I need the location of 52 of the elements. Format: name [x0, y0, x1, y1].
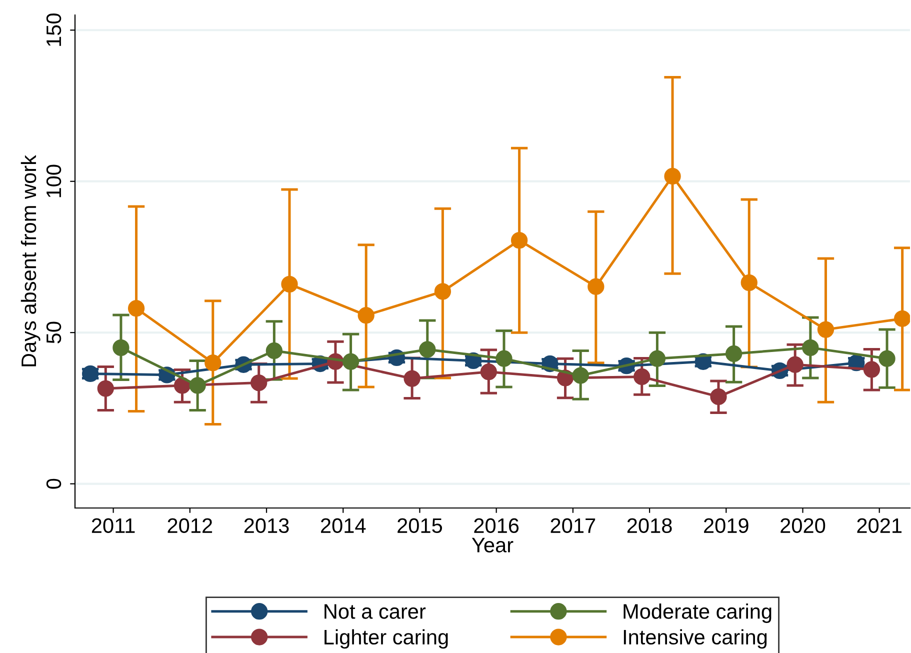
x-tick-label: 2013 [244, 518, 289, 534]
x-tick-label: 2019 [704, 518, 748, 534]
x-axis-title: Year [472, 538, 514, 552]
legend-label: Moderate caring [624, 604, 772, 623]
point [894, 310, 910, 327]
point [786, 356, 804, 373]
point [204, 354, 222, 372]
x-tick-label: 2018 [627, 518, 672, 534]
point [82, 365, 99, 382]
point [510, 232, 528, 249]
point [342, 353, 360, 370]
x-tick-label: 2020 [780, 518, 826, 534]
x-tick-label: 2017 [550, 518, 596, 534]
point [817, 321, 834, 338]
point [664, 168, 681, 185]
x-tick-label: 2021 [857, 518, 902, 534]
point [740, 274, 758, 292]
point [710, 388, 727, 406]
point [358, 307, 374, 324]
point [97, 380, 114, 397]
x-tick-label: 2011 [92, 518, 135, 534]
y-tick-label: 100 [46, 164, 62, 198]
point [112, 339, 130, 356]
point [878, 350, 896, 367]
point [419, 341, 436, 358]
point [281, 276, 298, 293]
point [189, 377, 206, 394]
point [725, 345, 742, 362]
point [648, 350, 666, 367]
point [572, 367, 589, 384]
point [434, 283, 452, 300]
x-tick-label: 2016 [474, 518, 519, 534]
x-tick-label: 2014 [320, 518, 366, 534]
y-axis-title: Days absent from work [20, 154, 40, 366]
point [802, 339, 819, 356]
point [588, 278, 604, 295]
y-tick-label: 0 [46, 478, 62, 489]
point [404, 370, 420, 387]
point [250, 374, 268, 392]
point [266, 342, 283, 360]
point [496, 350, 512, 367]
point [128, 300, 145, 317]
y-tick-label: 150 [46, 14, 62, 46]
legend-label: Intensive caring [624, 629, 767, 649]
point [480, 364, 498, 380]
x-tick-label: 2012 [168, 518, 212, 534]
y-tick-label: 50 [46, 322, 62, 344]
legend-label: Not a carer [324, 604, 426, 619]
point [863, 361, 880, 378]
point [634, 368, 650, 386]
legend-label: Lighter caring [324, 629, 448, 649]
x-tick-label: 2015 [398, 518, 442, 534]
